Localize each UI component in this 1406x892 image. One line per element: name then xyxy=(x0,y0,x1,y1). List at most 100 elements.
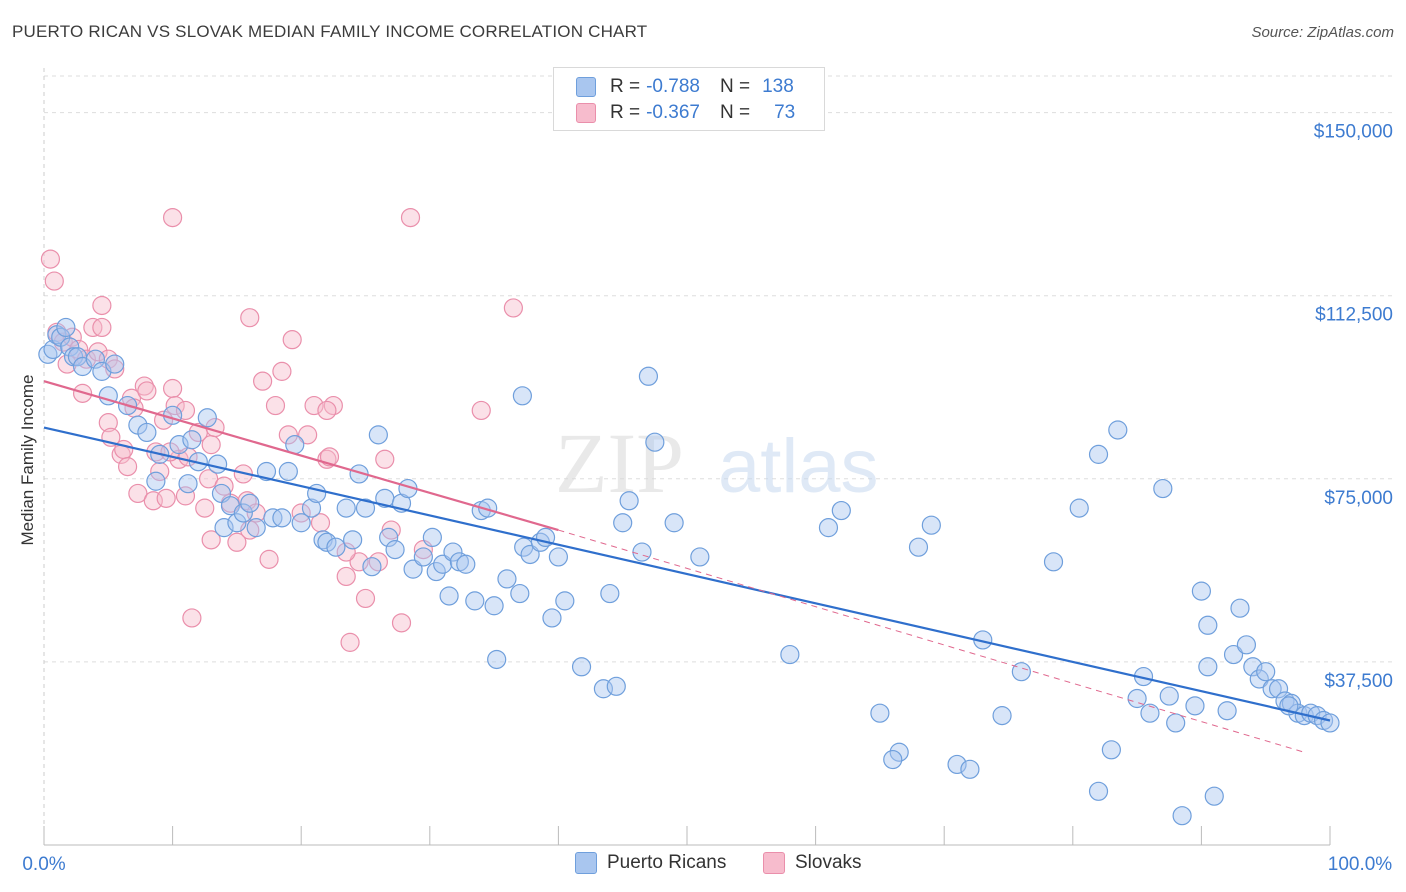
legend-swatch-blue xyxy=(576,77,596,97)
puerto-ricans-point xyxy=(214,518,234,538)
puerto-ricans-point xyxy=(1069,498,1089,518)
puerto-ricans-point xyxy=(606,676,626,696)
puerto-ricans-point xyxy=(43,339,63,360)
x-axis-ticks xyxy=(43,826,1331,845)
slovaks-point xyxy=(336,566,356,587)
puerto-ricans-trend-line xyxy=(43,426,1331,722)
puerto-ricans-point xyxy=(178,474,198,494)
slovaks-point xyxy=(92,317,112,338)
puerto-ricans-point xyxy=(947,754,967,775)
puerto-ricans-point xyxy=(831,500,851,521)
puerto-ricans-point xyxy=(208,454,228,474)
puerto-ricans-point xyxy=(1172,806,1192,826)
chart-source: Source: ZipAtlas.com xyxy=(1251,24,1394,41)
puerto-ricans-point xyxy=(1108,420,1128,440)
puerto-ricans-point xyxy=(1217,701,1237,721)
puerto-ricans-point xyxy=(520,544,540,565)
y-tick-label: $112,500 xyxy=(1315,305,1393,326)
puerto-ricans-point xyxy=(422,527,442,548)
y-axis-label: Median Family Income xyxy=(18,374,37,545)
puerto-ricans-point xyxy=(619,491,639,511)
puerto-ricans-point xyxy=(1256,662,1276,682)
puerto-ricans-point xyxy=(278,461,298,482)
puerto-ricans-point xyxy=(645,432,665,452)
slovaks-point xyxy=(175,400,196,421)
puerto-ricans-point xyxy=(1198,615,1218,635)
puerto-ricans-point xyxy=(1127,688,1147,709)
puerto-ricans-point xyxy=(456,554,476,574)
slovaks-point xyxy=(40,249,61,269)
slovaks-point xyxy=(150,461,170,482)
puerto-ricans-point xyxy=(960,759,980,779)
slovaks-point xyxy=(88,342,108,362)
slovaks-point xyxy=(471,400,491,421)
puerto-ricans-point xyxy=(385,540,405,560)
puerto-ricans-point xyxy=(1153,478,1173,499)
slovaks-point xyxy=(375,449,395,469)
slovaks-point xyxy=(278,425,298,445)
slovaks-point xyxy=(503,298,523,318)
puerto-ricans-point xyxy=(272,508,292,528)
watermark-atlas: atlas xyxy=(718,424,879,509)
puerto-ricans-point xyxy=(1185,696,1205,716)
puerto-ricans-points xyxy=(38,317,1340,826)
puerto-ricans-point xyxy=(85,349,106,369)
slovaks-point xyxy=(44,271,64,291)
puerto-ricans-point xyxy=(600,583,620,604)
y-axis-tick-labels: $37,500 $75,000 $112,500 $150,000 xyxy=(1314,122,1393,692)
puerto-ricans-point xyxy=(233,503,253,523)
puerto-ricans-point xyxy=(146,471,166,491)
legend-row-slovaks: R = -0.367 N = 73 xyxy=(576,100,795,126)
puerto-ricans-point xyxy=(484,596,504,616)
slovaks-trend-extension xyxy=(558,529,1305,753)
series-legend: Puerto Ricans Slovaks xyxy=(0,852,1406,878)
puerto-ricans-point xyxy=(227,513,247,533)
slovaks-point xyxy=(195,498,215,518)
puerto-ricans-point xyxy=(433,554,453,574)
puerto-ricans-point xyxy=(1140,703,1160,723)
puerto-ricans-point xyxy=(510,583,530,604)
puerto-ricans-point xyxy=(487,649,507,670)
legend-row-puerto-ricans: R = -0.788 N = 138 xyxy=(576,74,794,100)
puerto-ricans-point xyxy=(169,435,189,455)
slovaks-point xyxy=(153,410,174,430)
puerto-ricans-point xyxy=(1198,657,1218,677)
axes xyxy=(43,826,1331,846)
puerto-ricans-point xyxy=(465,591,485,611)
puerto-ricans-point xyxy=(426,561,446,582)
puerto-ricans-point xyxy=(326,537,346,557)
puerto-ricans-point xyxy=(379,527,399,548)
puerto-ricans-point xyxy=(163,405,183,425)
legend-r-label: R = xyxy=(610,102,641,123)
puerto-ricans-point xyxy=(889,742,909,762)
slovaks-point xyxy=(291,503,311,523)
slovaks-point xyxy=(259,549,279,569)
puerto-ricans-point xyxy=(548,547,569,567)
x-tick-label-min: 0.0% xyxy=(22,854,65,875)
slovaks-point xyxy=(201,530,221,550)
puerto-ricans-point xyxy=(1236,635,1257,655)
puerto-ricans-point xyxy=(638,366,659,386)
slovaks-point xyxy=(381,520,401,540)
chart-title: PUERTO RICAN VS SLOVAK MEDIAN FAMILY INC… xyxy=(12,22,648,41)
puerto-ricans-point xyxy=(512,386,532,406)
puerto-ricans-point xyxy=(664,513,684,533)
y-tick-label: $75,000 xyxy=(1324,488,1393,509)
watermark: ZIP atlas xyxy=(555,415,879,511)
puerto-ricans-point xyxy=(921,515,941,535)
slovaks-point xyxy=(175,486,196,506)
puerto-ricans-point xyxy=(137,422,157,443)
slovaks-point xyxy=(199,469,219,489)
puerto-ricans-point xyxy=(1011,662,1031,682)
puerto-ricans-point xyxy=(780,644,800,665)
x-tick-label-max: 100.0% xyxy=(1328,854,1393,875)
puerto-ricans-point xyxy=(56,317,76,338)
puerto-ricans-point xyxy=(613,513,633,533)
puerto-ricans-point xyxy=(1320,713,1340,733)
legend-swatch-pink xyxy=(763,852,785,874)
puerto-ricans-point xyxy=(105,354,125,374)
puerto-ricans-point xyxy=(256,461,277,482)
slovaks-point xyxy=(92,295,112,316)
puerto-ricans-point xyxy=(1088,444,1109,464)
